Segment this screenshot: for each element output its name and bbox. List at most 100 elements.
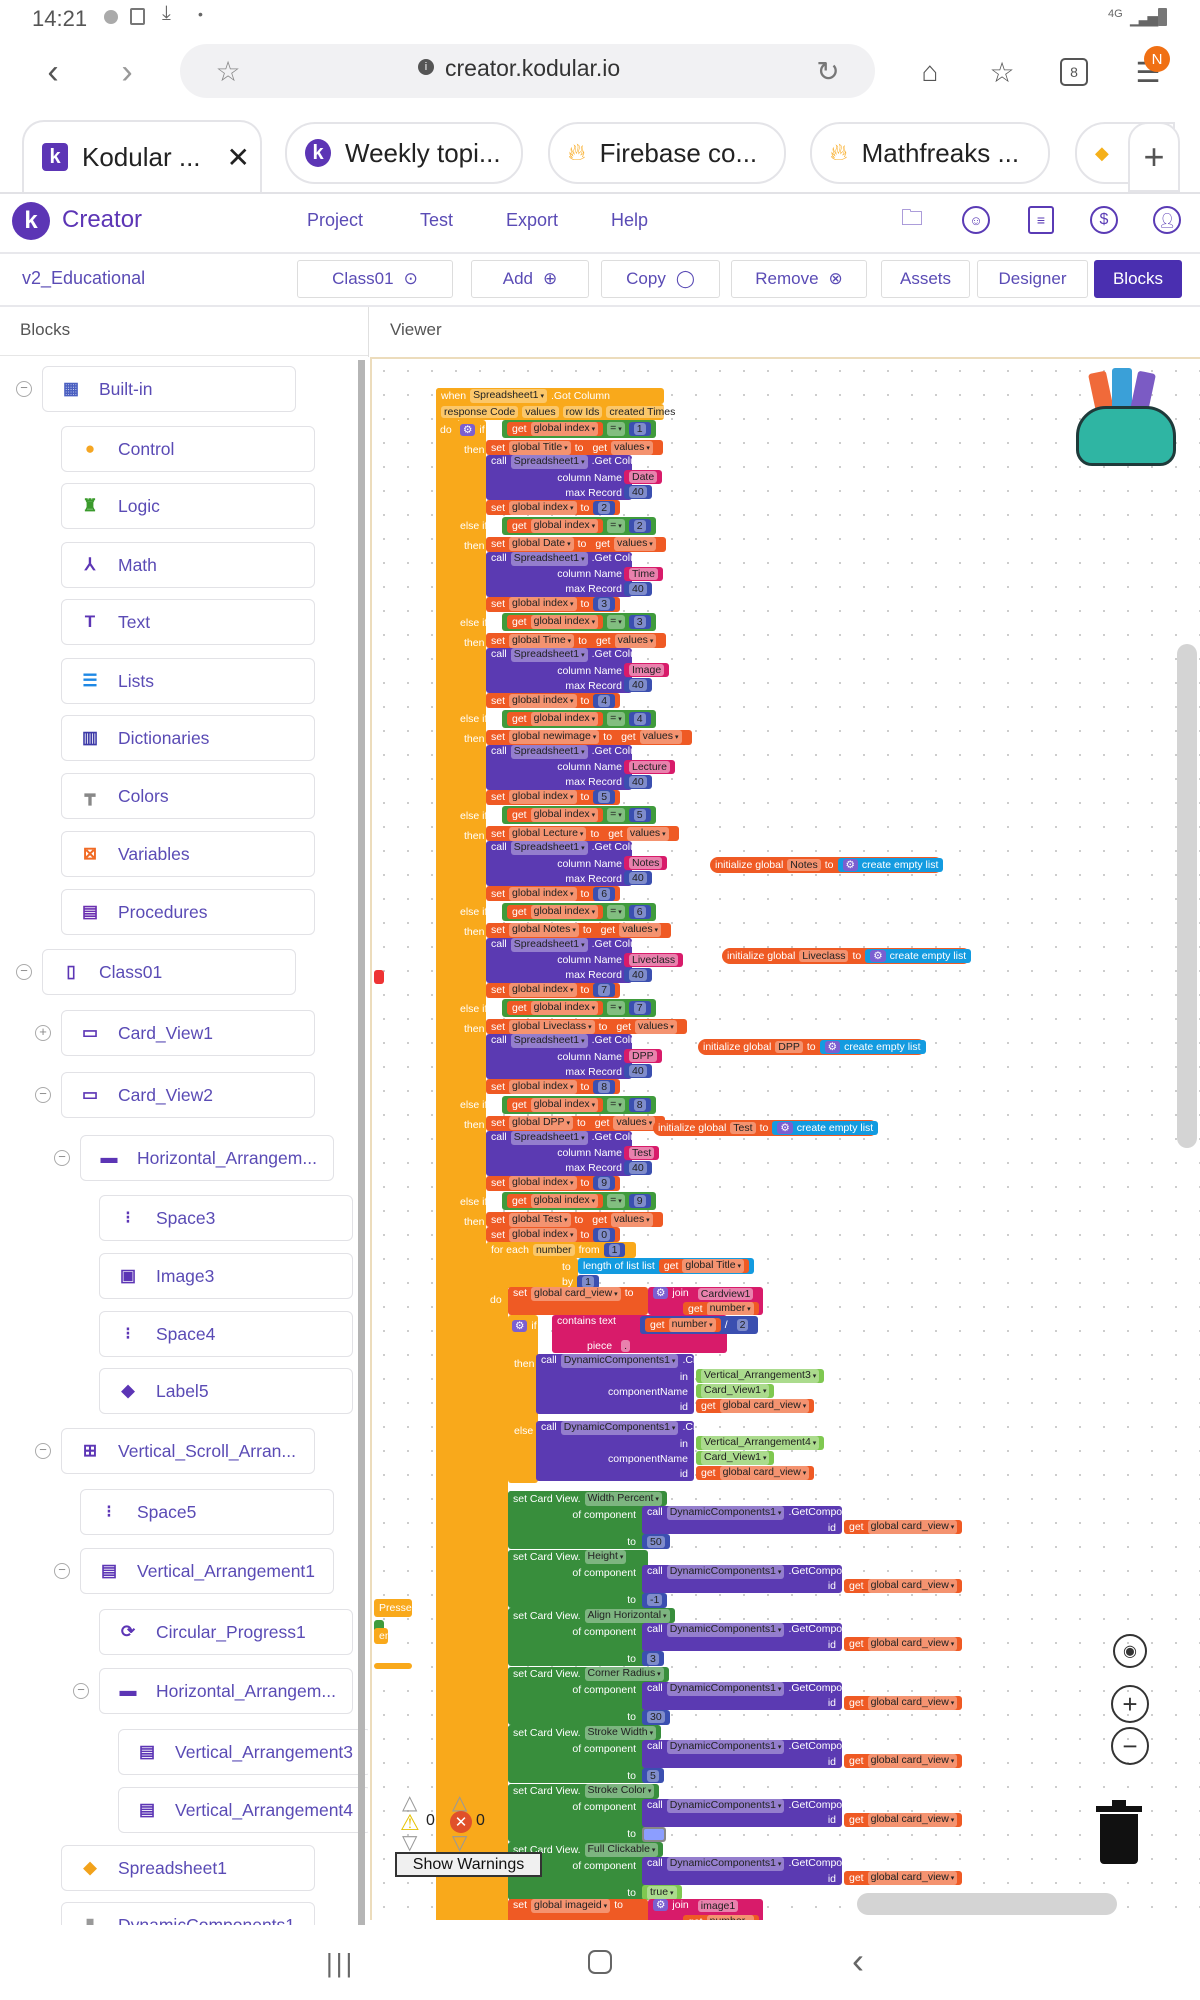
- collapse-toggle-icon[interactable]: −: [16, 381, 32, 397]
- get-values-block[interactable]: get values: [587, 1212, 658, 1227]
- number-block[interactable]: 9: [628, 1194, 651, 1208]
- field-value[interactable]: global Title: [509, 440, 571, 455]
- string-value[interactable]: Test: [629, 1146, 655, 1159]
- designer-button[interactable]: Designer: [977, 260, 1088, 298]
- number-block[interactable]: 5: [593, 790, 616, 804]
- number-block[interactable]: 30: [642, 1709, 670, 1725]
- number-block[interactable]: 4: [628, 711, 651, 726]
- string-value[interactable]: Image: [629, 664, 665, 676]
- event-body[interactable]: [436, 388, 458, 1920]
- field-value[interactable]: Width Percent: [584, 1491, 662, 1506]
- number-block[interactable]: 40: [624, 967, 652, 982]
- number-value[interactable]: 30: [647, 1711, 665, 1723]
- sidebar-item-lists[interactable]: ☰ Lists: [61, 658, 315, 704]
- field-value[interactable]: Corner Radius: [584, 1667, 664, 1681]
- field-value[interactable]: DynamicComponents1: [666, 1681, 785, 1696]
- field-value[interactable]: global index: [530, 904, 599, 919]
- field-value[interactable]: DynamicComponents1: [666, 1564, 785, 1579]
- field-value[interactable]: Notes: [787, 859, 821, 871]
- field-value[interactable]: global card_view: [719, 1466, 810, 1480]
- get-block[interactable]: get global card_view: [696, 1466, 815, 1480]
- initialize-global-block[interactable]: initialize global DPP to ⚙ create empty list: [698, 1039, 926, 1055]
- field-value[interactable]: values: [611, 440, 653, 455]
- get-block[interactable]: get global card_view: [844, 1578, 963, 1593]
- collapse-toggle-icon[interactable]: −: [73, 1683, 89, 1699]
- field-value[interactable]: global index: [530, 518, 599, 533]
- field-value[interactable]: DPP: [775, 1041, 803, 1053]
- number-value[interactable]: -1: [647, 1594, 663, 1606]
- blocks-button[interactable]: Blocks: [1094, 260, 1182, 298]
- field-value[interactable]: Vertical_Arrangement4: [701, 1436, 820, 1450]
- number-value[interactable]: 5: [647, 1769, 659, 1782]
- field-value[interactable]: Spreadsheet1: [510, 937, 588, 952]
- mutator-gear-icon[interactable]: ⚙: [777, 1122, 793, 1134]
- field-value[interactable]: =: [607, 1194, 625, 1208]
- field-value[interactable]: global index: [509, 1079, 577, 1094]
- field-value[interactable]: global index: [509, 500, 577, 515]
- number-value[interactable]: 8: [633, 1098, 646, 1111]
- get-values-block[interactable]: get values: [590, 537, 661, 551]
- get-block[interactable]: get global card_view: [844, 1812, 963, 1827]
- field-value[interactable]: Spreadsheet1: [510, 648, 588, 662]
- sidebar-item-label5[interactable]: ◆ Label5: [99, 1368, 353, 1414]
- number-value[interactable]: 40: [629, 1161, 647, 1174]
- get-values-block[interactable]: get values: [587, 440, 658, 455]
- number-block[interactable]: 6: [593, 886, 616, 901]
- collapse-toggle-icon[interactable]: −: [54, 1150, 70, 1166]
- number-block[interactable]: 2: [593, 500, 616, 515]
- number-block[interactable]: 50: [642, 1534, 670, 1549]
- create-empty-list-block[interactable]: ⚙ create empty list: [819, 1040, 926, 1054]
- partial-block[interactable]: en: [374, 1628, 391, 1644]
- partial-logic-block[interactable]: [374, 1620, 384, 1632]
- field-value[interactable]: global card_view: [867, 1520, 958, 1534]
- number-value[interactable]: 3: [598, 598, 611, 610]
- string-block[interactable]: Notes: [624, 856, 668, 870]
- field-value[interactable]: =: [607, 615, 625, 629]
- sidebar-item-math[interactable]: ⅄ Math: [61, 542, 315, 588]
- sidebar-item-built-in[interactable]: ▦ Built-in: [42, 366, 296, 412]
- number-block[interactable]: 5: [628, 808, 651, 822]
- get-block[interactable]: get global index: [507, 904, 604, 919]
- screen-selector[interactable]: Class01 ⊙: [297, 260, 453, 298]
- initialize-global-block[interactable]: initialize global Test to ⚙ create empty lis…: [653, 1120, 879, 1136]
- field-value[interactable]: values: [610, 1212, 653, 1227]
- if-body[interactable]: [457, 420, 486, 1920]
- field-value[interactable]: DynamicComponents1: [666, 1857, 785, 1871]
- sidebar-item-vertical-arrangement4[interactable]: ▤ Vertical_Arrangement4: [118, 1787, 368, 1833]
- field-value[interactable]: =: [607, 904, 625, 919]
- copy-screen-button[interactable]: Copy ◯: [601, 260, 720, 298]
- field-value[interactable]: Align Horizontal: [584, 1608, 670, 1623]
- field-value[interactable]: global card_view: [867, 1695, 958, 1710]
- get-values-block[interactable]: get values: [589, 1116, 661, 1130]
- number-value[interactable]: 40: [629, 679, 647, 691]
- get-block[interactable]: get global index: [507, 1001, 604, 1015]
- number-value[interactable]: 9: [598, 1177, 611, 1189]
- field-value[interactable]: Card_View1: [701, 1384, 770, 1398]
- get-values-block[interactable]: get values: [603, 826, 674, 841]
- for-each-block[interactable]: for each number from 1: [486, 1242, 636, 1258]
- field-value[interactable]: global index: [530, 1001, 599, 1015]
- color-swatch[interactable]: [644, 1828, 664, 1840]
- field-value[interactable]: Full Clickable: [584, 1842, 659, 1857]
- string-value[interactable]: Lecture: [629, 760, 671, 773]
- number-block[interactable]: 8: [593, 1079, 616, 1094]
